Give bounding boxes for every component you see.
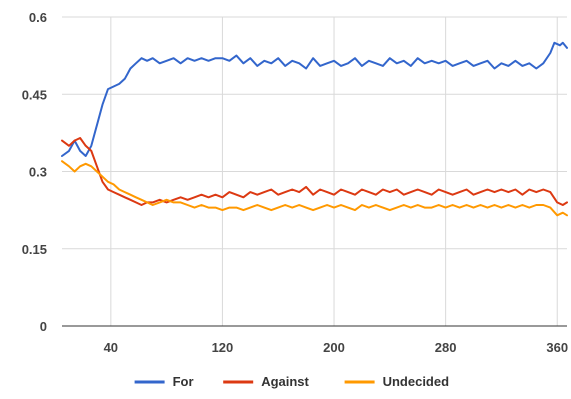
legend-label: Against — [261, 374, 309, 389]
y-tick-label: 0.6 — [29, 10, 47, 25]
series-line-for — [61, 41, 568, 157]
x-tick-label: 360 — [546, 340, 568, 355]
y-tick-label: 0.15 — [22, 242, 47, 257]
legend-item-for: For — [134, 374, 194, 389]
x-tick-label: 120 — [212, 340, 234, 355]
legend-item-undecided: Undecided — [344, 374, 450, 389]
series-lines — [61, 41, 568, 217]
gridlines — [62, 16, 567, 326]
x-tick-label: 280 — [435, 340, 457, 355]
y-tick-label: 0.45 — [22, 87, 47, 102]
x-tick-label: 200 — [323, 340, 345, 355]
legend-item-against: Against — [223, 374, 310, 389]
series-line-against — [61, 137, 568, 206]
y-tick-label: 0.3 — [29, 165, 47, 180]
series-line-undecided — [61, 160, 568, 217]
legend-label: Undecided — [383, 374, 450, 389]
y-tick-label: 0 — [40, 319, 47, 334]
legend-label: For — [173, 374, 194, 389]
legend: For Against Undecided — [134, 374, 450, 389]
axes: 0 0.15 0.3 0.45 0.6 40 120 200 280 360 — [22, 10, 568, 355]
x-tick-label: 40 — [104, 340, 118, 355]
